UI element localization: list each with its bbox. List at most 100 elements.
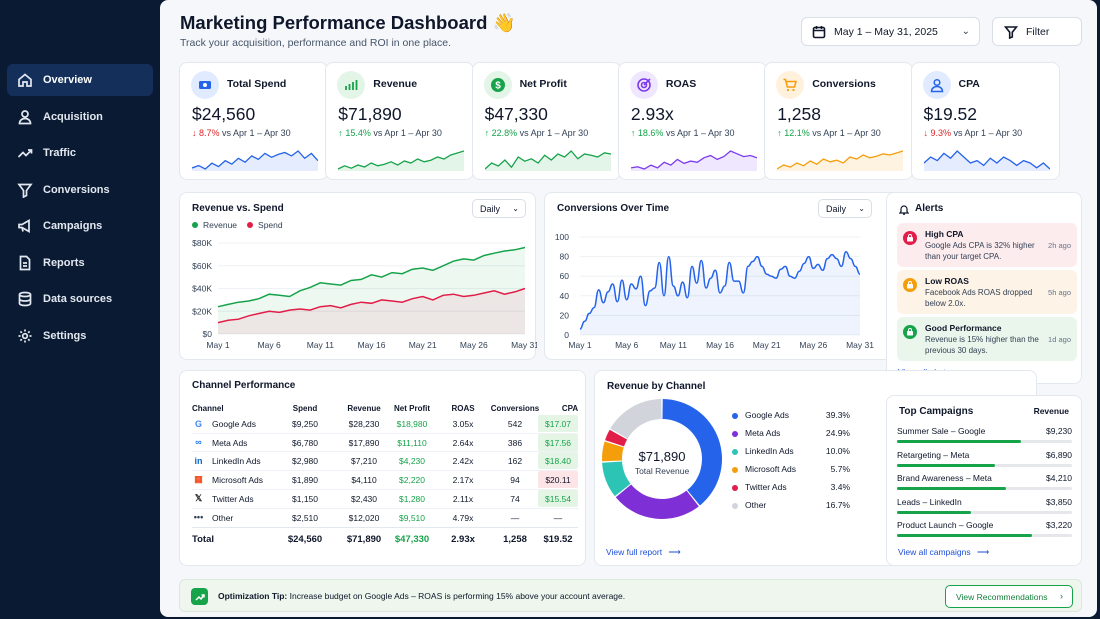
sidebar-item-acquisition[interactable]: Acquisition [7, 101, 153, 133]
granularity-dropdown[interactable]: Daily ⌄ [818, 199, 872, 218]
kpi-card-revenue: Revenue $71,890 ↑ 15.4% vs Apr 1 – Apr 30 [325, 62, 475, 180]
x-tick-label: May 6 [615, 340, 638, 350]
alert-title: Good Performance [925, 323, 1002, 333]
slice-meta-ads [615, 484, 699, 519]
legend-swatch [732, 431, 738, 437]
row-divider [192, 432, 578, 434]
kpi-change: ↑ 22.8% vs Apr 1 – Apr 30 [485, 128, 589, 138]
column-header[interactable]: CPA [561, 404, 579, 413]
arrow-right-icon: ⟶ [976, 547, 990, 557]
sidebar-item-campaigns[interactable]: Campaigns [7, 210, 153, 242]
date-range-label: May 1 – May 31, 2025 [834, 25, 938, 38]
view-recommendations-button[interactable]: View Recommendations › [945, 585, 1073, 608]
granularity-dropdown[interactable]: Daily ⌄ [472, 199, 526, 218]
top-campaigns-card: Top Campaigns Revenue Summer Sale – Goog… [886, 395, 1082, 566]
kpi-change-value: 22.8% [491, 128, 518, 138]
campaign-row[interactable]: Product Launch – Google $3,220 [897, 520, 1072, 544]
filter-label: Filter [1026, 25, 1050, 38]
cell-roas: 3.05x [452, 419, 474, 429]
sidebar-item-settings[interactable]: Settings [7, 320, 153, 352]
sparkline-area [923, 151, 1050, 171]
legend-name: Twitter Ads [745, 482, 787, 492]
campaign-row[interactable]: Leads – LinkedIn $3,850 [897, 497, 1072, 521]
sidebar-item-data-sources[interactable]: Data sources [7, 283, 153, 315]
table-row[interactable]: G Google Ads $9,250 $28,230 $18,980 3.05x 542 $… [192, 414, 578, 433]
dollar-icon: $ [483, 71, 512, 99]
cell-conversions: 162 [507, 456, 523, 467]
alert-item[interactable]: Good Performance Revenue is 15% higher th… [897, 317, 1077, 361]
cell-conversions: 386 [507, 437, 523, 448]
y-tick-label: 40 [560, 291, 570, 301]
legend-percent: 3.4% [830, 482, 850, 492]
table-row[interactable]: ∞ Meta Ads $6,780 $17,890 $11,110 2.64x 386 $17… [192, 433, 578, 452]
kpi-value: 2.93x [630, 104, 674, 124]
table-row[interactable]: 𝕏 Twitter Ads $1,150 $2,430 $1,280 2.11x 74 $15… [192, 489, 578, 508]
column-header[interactable]: Net Profit [394, 404, 430, 413]
target-icon [629, 71, 658, 99]
legend-name: Other [745, 500, 767, 510]
table-row[interactable]: ▦ Microsoft Ads $1,890 $4,110 $2,220 2.17x 94 $… [192, 470, 578, 489]
chevron-down-icon: ⌄ [961, 26, 970, 37]
kpi-sparkline [630, 150, 757, 171]
campaign-revenue: $3,850 [1046, 496, 1072, 507]
cell-roas: 4.79x [452, 512, 474, 523]
column-header[interactable]: Conversions [490, 404, 540, 413]
revenue-spend-chart: $0 $20K $40K $60K $80K May 1 May 6 May 11 May 16… [192, 238, 537, 350]
kpi-label: ROAS [665, 78, 697, 90]
megaphone-icon [17, 218, 33, 234]
kpi-card-roas: ROAS 2.93x ↑ 18.6% vs Apr 1 – Apr 30 [617, 62, 767, 180]
channel-name: Twitter Ads [212, 493, 254, 504]
kpi-change-value: 12.1% [784, 128, 810, 138]
alert-item[interactable]: Low ROAS Facebook Ads ROAS dropped below … [897, 270, 1077, 314]
main-panel: Marketing Performance Dashboard 👋 Track … [160, 0, 1097, 617]
x-tick-label: May 11 [660, 340, 688, 350]
arrow-up-icon: ↑ [338, 128, 346, 138]
kpi-label: Conversions [812, 78, 876, 90]
kpi-label: Total Spend [227, 78, 287, 90]
table-row[interactable]: in LinkedIn Ads $2,980 $7,210 $4,230 2.42x 162… [192, 451, 578, 470]
cell-cpa: — [538, 509, 578, 526]
sidebar-item-traffic[interactable]: Traffic [7, 137, 153, 169]
trend-up-icon [191, 588, 208, 605]
sidebar-item-reports[interactable]: Reports [7, 247, 153, 279]
google-ads-icon: G [194, 418, 202, 429]
sparkline-area [338, 151, 465, 171]
sidebar-item-overview[interactable]: Overview [7, 64, 153, 96]
column-header[interactable]: Revenue [347, 404, 381, 413]
legend-percent: 16.7% [825, 500, 850, 510]
date-range-picker[interactable]: May 1 – May 31, 2025 ⌄ [801, 17, 980, 46]
channel-name: Microsoft Ads [212, 475, 264, 486]
sidebar-item-conversions[interactable]: Conversions [7, 174, 153, 206]
alert-title: Low ROAS [925, 276, 969, 286]
kpi-label: Revenue [373, 78, 418, 90]
table-row[interactable]: ••• Other $2,510 $12,020 $9,510 4.79x — — [192, 508, 578, 527]
progress-fill [897, 534, 1032, 537]
x-tick-label: May 21 [409, 340, 437, 350]
channel-name: LinkedIn Ads [212, 456, 261, 467]
view-full-report-link[interactable]: View full report ⟶ [606, 547, 681, 558]
filter-button[interactable]: Filter [992, 17, 1082, 46]
campaign-row[interactable]: Summer Sale – Google $9,230 [897, 426, 1072, 450]
campaign-row[interactable]: Retargeting – Meta $6,890 [897, 450, 1072, 474]
view-all-campaigns-link[interactable]: View all campaigns ⟶ [898, 547, 989, 558]
column-header[interactable]: Channel [192, 404, 224, 413]
alert-item[interactable]: High CPA Google Ads CPA is 32% higher tha… [897, 223, 1077, 267]
cell-revenue: $28,230 [348, 419, 380, 429]
legend-item: Twitter Ads 3.4% [732, 482, 850, 496]
legend-item: Meta Ads 24.9% [732, 428, 850, 442]
y-tick-label: 0 [564, 330, 569, 340]
cell-profit: $18,980 [396, 419, 428, 429]
legend-percent: 24.9% [825, 428, 850, 438]
column-header[interactable]: Spend [292, 404, 318, 413]
campaign-name: Summer Sale – Google [897, 426, 986, 436]
cell-roas: 2.17x [452, 475, 474, 486]
optimization-tip-bar: Optimization Tip: Increase budget on Goo… [179, 579, 1082, 612]
kpi-sparkline [923, 150, 1050, 171]
slice-linkedin-ads [602, 461, 631, 497]
column-header[interactable]: ROAS [451, 404, 475, 413]
campaign-row[interactable]: Brand Awareness – Meta $4,210 [897, 473, 1072, 497]
svg-text:$: $ [495, 81, 501, 92]
legend-swatch [732, 485, 738, 491]
alerts-card: Alerts High CPA Google Ads CPA is 32% hig… [886, 192, 1082, 384]
card-title: Revenue vs. Spend [192, 203, 284, 214]
